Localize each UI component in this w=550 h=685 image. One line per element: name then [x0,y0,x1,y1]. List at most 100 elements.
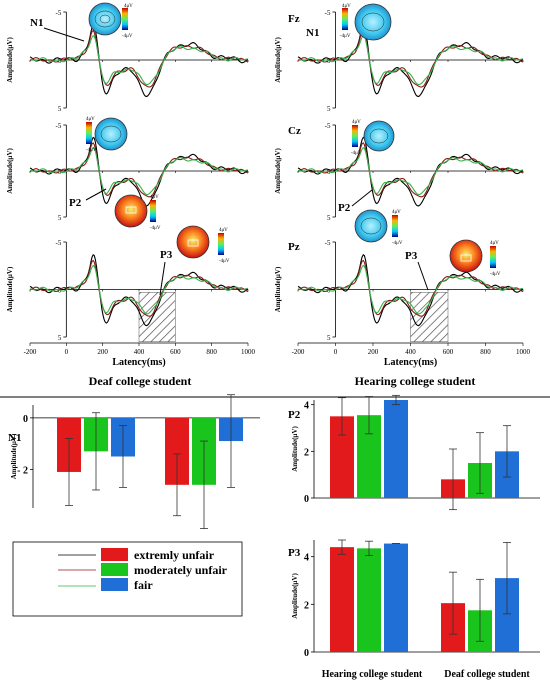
erp-x-tick-label: 400 [134,348,145,356]
bar-y-label: Amplitude(μV) [291,573,299,619]
cz-label: Cz [288,125,301,137]
svg-text:4μV: 4μV [490,241,499,246]
svg-text:-4μV: -4μV [351,151,362,156]
svg-text:-4μV: -4μV [219,259,230,264]
erp-x-tick-label: 1000 [516,348,531,356]
svg-text:-4μV: -4μV [340,34,351,39]
scalp-map-deaf-n1 [88,2,122,36]
erp-y-tick-label: 5 [327,214,331,222]
deaf-group-title: Deaf college student [89,374,192,388]
bar-fair [384,400,408,498]
svg-text:-4μV: -4μV [86,148,97,153]
bar-moderate [357,548,381,652]
erp-trace-fair [298,264,524,315]
bar-extreme [330,547,354,652]
bar-fair [384,543,408,652]
erp-panel-hearing-pz: -505-200 0 200 400 600 800 1000Latency(ms)Ampl… [274,239,531,368]
erp-y-label: Amplitude(μV) [6,37,14,83]
scalp-map-hearing-n1 [354,3,392,41]
bar-y-tick-label: 4 [304,553,309,564]
erp-y-label: Amplitude(μV) [6,148,14,194]
erp-y-tick-label: -5 [325,9,331,17]
erp-x-tick-label: -200 [24,348,37,356]
scalp-map-hearing-p2-upper [363,120,395,152]
erp-x-label: Latency(ms) [112,357,165,368]
hearing-p3-arrow [417,261,429,291]
erp-trace-fair [30,264,249,315]
erp-panel-deaf-pz: -505-200 0 200 400 600 800 1000Latency(ms)Ampl… [6,239,256,368]
bar-panel-title: N1 [8,432,21,444]
bar-y-label: Amplitude(μV) [10,433,18,479]
bar-panel-title: P3 [288,547,301,559]
colorbar-deaf-n1: 4μV -4μV [122,4,133,39]
colorbar-deaf-p2-upper: 4μV -4μV [86,117,97,153]
erp-x-tick-label: 800 [206,348,217,356]
colorbar-hearing-p2-lower: 4μV -4μV [392,210,403,246]
svg-text:4μV: 4μV [219,228,228,233]
scalp-map-deaf-p3 [176,225,210,259]
svg-text:-4μV: -4μV [490,272,501,277]
colorbar-deaf-p3: 4μV -4μV [218,228,230,264]
bar-y-tick-label: 4 [304,401,309,412]
erp-y-tick-label: 5 [327,105,331,113]
p3-window-hearing-pz [410,292,449,343]
deaf-p2-label: P2 [69,197,82,209]
svg-text:4μV: 4μV [124,4,133,9]
erp-y-tick-label: 5 [58,214,62,222]
bar-y-tick-label: 0 [304,648,309,659]
erp-y-label: Amplitude(μV) [274,37,282,83]
erp-y-label: Amplitude(μV) [274,266,282,312]
colorbar-hearing-n1: 4μV -4μV [340,4,351,39]
colorbar-hearing-p3: 4μV -4μV [490,241,501,277]
erp-x-tick-label: 200 [97,348,108,356]
scalp-map-hearing-p2-lower [354,209,388,243]
erp-x-tick-label: 400 [405,348,416,356]
erp-layer: -505Amplitude(μV)-505Amplitude(μV)-505-2… [6,9,531,368]
svg-text:4μV: 4μV [342,4,351,9]
bar-chart-p2: P2 0 2 4 Amplitude(μV) [288,394,540,511]
erp-x-tick-label: 600 [443,348,454,356]
svg-text:-4μV: -4μV [392,241,403,246]
deaf-p3-arrow [159,261,166,296]
erp-y-tick-label: -5 [325,239,331,247]
bar-panel-title: P2 [288,409,301,421]
svg-text:4μV: 4μV [86,117,95,122]
erp-y-label: Amplitude(μV) [6,266,14,312]
bar-y-label: Amplitude(μV) [291,426,299,472]
colorbar-deaf-p2-lower: 4μV -4μV [150,195,161,231]
erp-y-tick-label: 5 [58,105,62,113]
bar-y-tick-label: 0 [304,494,309,505]
deaf-p3-label: P3 [160,249,173,261]
erp-x-tick-label: 0 [65,348,69,356]
scalp-map-deaf-p2-red [114,194,148,228]
svg-text:4μV: 4μV [392,210,401,215]
bar-y-tick-label: 0 [23,414,28,425]
scalp-map-hearing-p3 [449,239,483,273]
legend-label-moderate: moderately unfair [134,563,228,577]
deaf-n1-label: N1 [30,17,43,29]
erp-trace-fair [298,146,524,196]
colorbar-hearing-p2: 4μV -4μV [351,120,362,156]
legend-label-fair: fair [134,578,153,592]
svg-text:-4μV: -4μV [150,226,161,231]
p3-window-deaf-pz [138,292,176,343]
erp-y-tick-label: -5 [325,122,331,130]
erp-y-tick-label: 5 [327,334,331,342]
erp-y-tick-label: 5 [58,334,62,342]
deaf-n1-arrow [43,27,85,42]
legend: extremly unfair moderately unfair fair [12,541,243,617]
pz-label: Pz [288,241,300,253]
erp-y-tick-label: -5 [55,9,61,17]
hearing-n1-label: N1 [306,27,319,39]
erp-y-tick-label: -5 [55,239,61,247]
legend-swatch-moderate [101,563,128,576]
erp-y-label: Amplitude(μV) [274,148,282,194]
bar-x-label-left: Hearing college student [322,669,423,680]
bar-x-label-right: Deaf college student [444,669,530,680]
erp-x-label: Latency(ms) [384,357,437,368]
